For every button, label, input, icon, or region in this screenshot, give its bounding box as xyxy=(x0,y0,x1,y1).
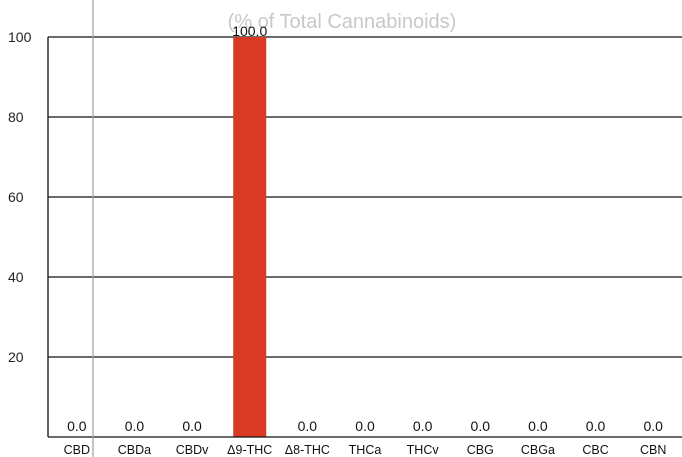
y-tick-label: 40 xyxy=(8,269,24,285)
axes-frame xyxy=(47,0,682,457)
y-axis-ticks: 20 40 60 80 100 xyxy=(8,29,32,365)
bar-Δ9-THC xyxy=(233,37,267,437)
x-tick-label: THCa xyxy=(349,443,382,457)
bars xyxy=(233,37,267,437)
x-tick-label: CBDv xyxy=(176,443,209,457)
x-tick-label: CBD xyxy=(64,443,90,457)
data-label: 0.0 xyxy=(471,418,491,434)
data-label: 0.0 xyxy=(182,418,202,434)
y-tick-label: 20 xyxy=(8,349,24,365)
y-tick-label: 100 xyxy=(8,29,32,45)
data-label: 0.0 xyxy=(298,418,318,434)
x-tick-label: CBGa xyxy=(521,443,555,457)
data-label: 0.0 xyxy=(643,418,663,434)
x-tick-label: THCv xyxy=(407,443,440,457)
x-tick-label: Δ8-THC xyxy=(285,443,330,457)
gridlines xyxy=(48,36,682,358)
x-tick-label: CBC xyxy=(582,443,608,457)
chart-title: (% of Total Cannabinoids) xyxy=(228,11,457,33)
data-label: 0.0 xyxy=(413,418,433,434)
data-label: 100.0 xyxy=(232,23,267,39)
data-label: 0.0 xyxy=(125,418,145,434)
x-tick-label: CBN xyxy=(640,443,666,457)
x-tick-label: Δ9-THC xyxy=(227,443,272,457)
x-axis-ticks: CBD CBDa CBDv Δ9-THC Δ8-THC THCa THCv CBG CBGa CB… xyxy=(64,443,667,457)
data-label: 0.0 xyxy=(528,418,548,434)
value-labels: 0.0 0.0 0.0 100.0 0.0 0.0 0.0 0.0 0.0 0.0 0.0 xyxy=(67,23,663,434)
y-tick-label: 80 xyxy=(8,109,24,125)
data-label: 0.0 xyxy=(67,418,87,434)
data-label: 0.0 xyxy=(355,418,375,434)
y-tick-label: 60 xyxy=(8,189,24,205)
x-tick-label: CBG xyxy=(467,443,494,457)
x-tick-label: CBDa xyxy=(118,443,151,457)
data-label: 0.0 xyxy=(586,418,606,434)
